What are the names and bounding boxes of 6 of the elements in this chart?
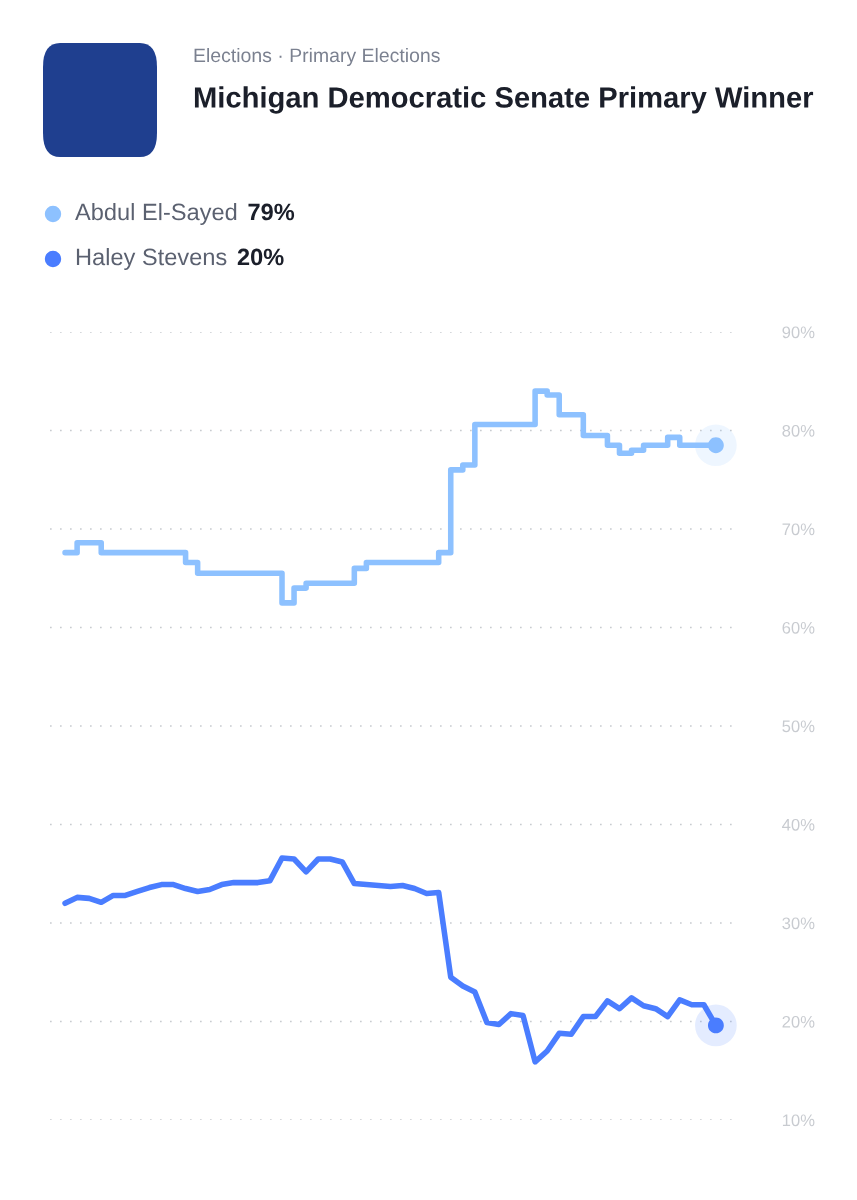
legend-label: Haley Stevens — [76, 248, 227, 271]
text: 79% — [248, 203, 295, 221]
legend-label: Abdul El-Sayed — [75, 203, 237, 225]
chart-subtitle: Elections · Primary Elections — [194, 47, 440, 67]
text: 20% — [237, 248, 284, 266]
chart-title: Michigan Democratic Senate Primary Winner — [194, 86, 814, 114]
